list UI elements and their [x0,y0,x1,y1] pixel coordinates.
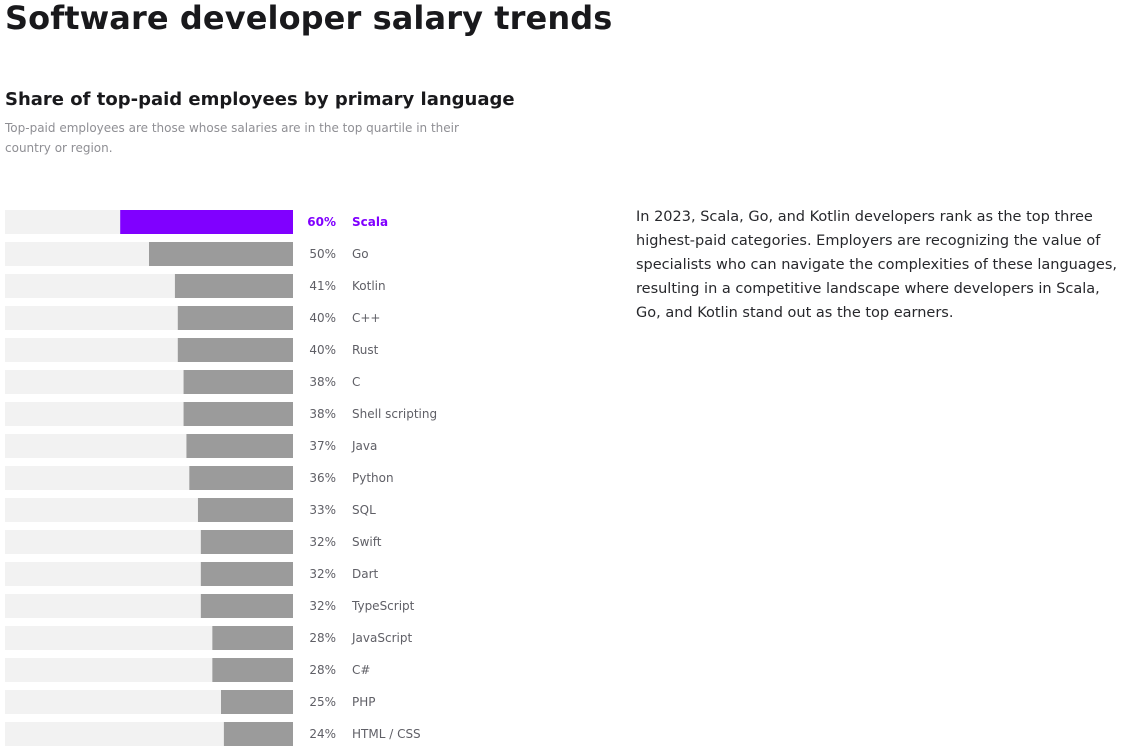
category-label: Go [352,247,369,261]
category-label: C++ [352,311,381,325]
category-label: Java [351,439,377,453]
chart-title: Share of top-paid employees by primary l… [5,89,515,110]
bar [120,210,293,234]
value-label: 50% [309,247,336,261]
category-label: Dart [352,567,379,581]
category-label: TypeScript [351,599,415,613]
value-label: 38% [309,407,336,421]
value-label: 32% [309,535,336,549]
value-label: 33% [309,503,336,517]
bar [189,466,293,490]
value-label: 32% [309,599,336,613]
bar [200,594,293,618]
category-label: C [352,375,360,389]
bar [183,402,293,426]
value-label: 32% [309,567,336,581]
category-label: Kotlin [352,279,386,293]
bar [197,498,293,522]
bar-chart: 60% Scala 50% Go 41% Kotlin 40% C++ 40% Rust 38% C 3… [5,210,505,750]
bar [149,242,293,266]
bar [212,658,293,682]
value-label: 25% [309,695,336,709]
value-label: 38% [309,375,336,389]
category-label: JavaScript [351,631,412,645]
category-label: Rust [352,343,379,357]
value-label: 60% [307,215,336,229]
bar [200,530,293,554]
category-label: HTML / CSS [352,727,421,741]
bar [174,274,293,298]
value-label: 40% [309,311,336,325]
value-label: 28% [309,663,336,677]
bar [183,370,293,394]
value-label: 41% [309,279,336,293]
page-title: Software developer salary trends [5,0,613,37]
bar-chart-svg: 60% Scala 50% Go 41% Kotlin 40% C++ 40% Rust 38% C 3… [5,210,437,746]
value-label: 36% [309,471,336,485]
category-label: PHP [352,695,376,709]
chart-subtitle: Top-paid employees are those whose salar… [5,121,459,155]
category-label: Swift [352,535,382,549]
bar [212,626,293,650]
value-label: 28% [309,631,336,645]
category-label: SQL [352,503,376,517]
summary-text: In 2023, Scala, Go, and Kotlin developer… [636,209,1118,321]
bar [186,434,293,458]
category-label: Shell scripting [352,407,437,421]
category-label: Python [352,471,394,485]
bar [223,722,293,746]
value-label: 37% [309,439,336,453]
category-label: Scala [352,215,388,229]
bar [221,690,293,714]
value-label: 24% [309,727,336,741]
bar [177,306,293,330]
bar [177,338,293,362]
value-label: 40% [309,343,336,357]
category-label: C# [352,663,370,677]
bar [200,562,293,586]
